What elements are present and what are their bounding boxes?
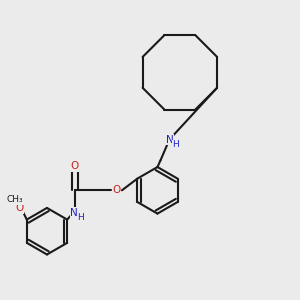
- Text: O: O: [70, 161, 79, 171]
- Text: H: H: [172, 140, 179, 149]
- Text: O: O: [15, 203, 23, 213]
- Text: N: N: [70, 208, 78, 218]
- Text: O: O: [112, 185, 121, 195]
- Text: CH₃: CH₃: [7, 195, 23, 204]
- Text: N: N: [166, 134, 173, 145]
- Text: H: H: [77, 213, 84, 222]
